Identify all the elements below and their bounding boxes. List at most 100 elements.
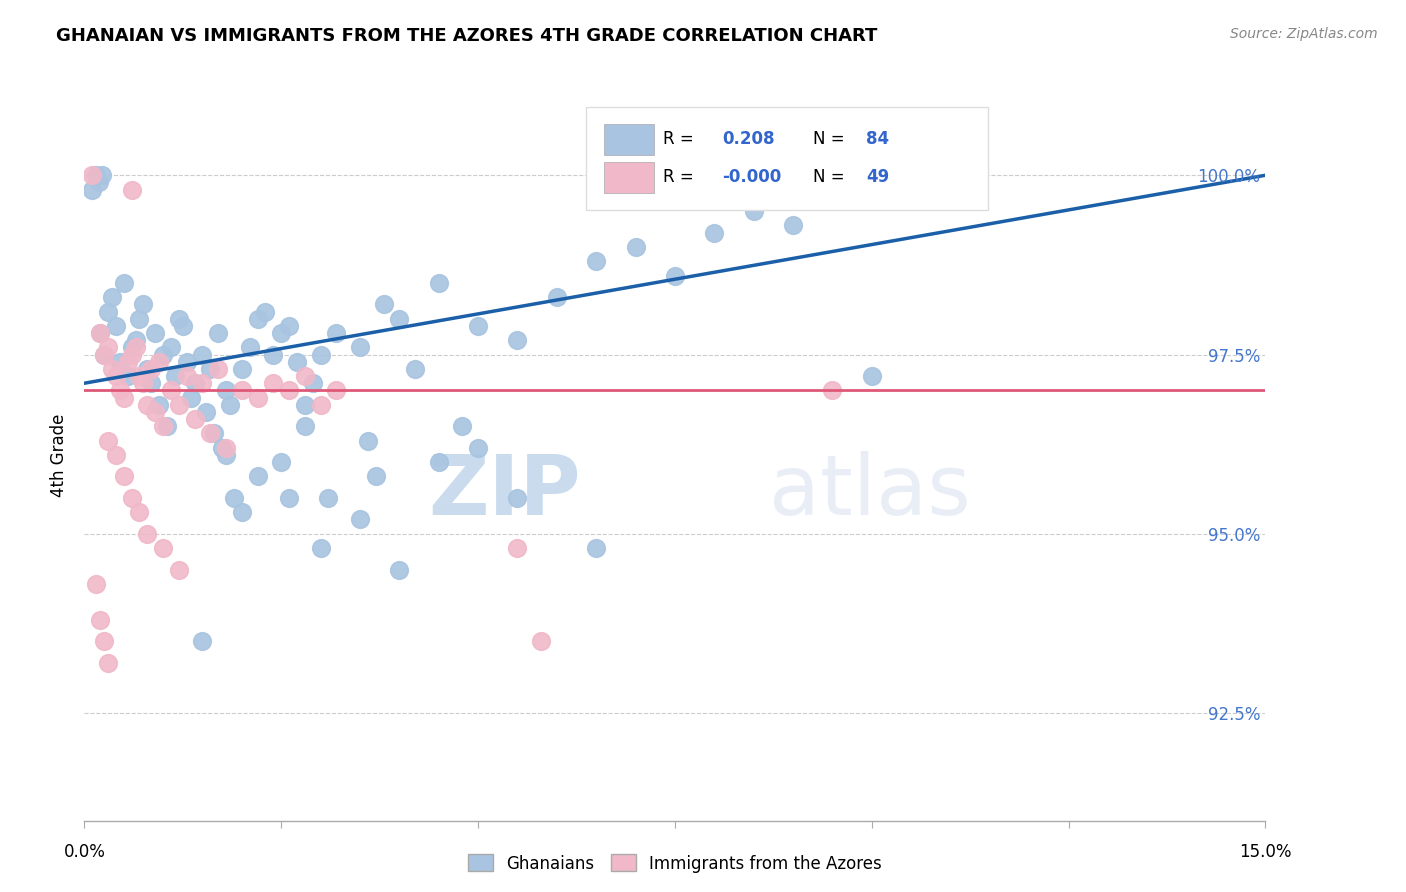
Point — [215, 384, 238, 398]
Point — [742, 204, 765, 219]
Text: N =: N = — [813, 130, 845, 148]
Point — [294, 398, 316, 412]
Point — [215, 448, 238, 462]
Point — [427, 455, 450, 469]
Point — [222, 491, 245, 505]
Point — [101, 362, 124, 376]
Text: N =: N = — [813, 168, 845, 186]
Point — [152, 541, 174, 556]
Point — [585, 541, 607, 556]
Point — [160, 384, 183, 398]
Point — [404, 362, 426, 376]
Point — [121, 340, 143, 354]
Point — [309, 541, 332, 556]
Point — [357, 434, 380, 448]
Point — [782, 219, 804, 233]
Text: atlas: atlas — [769, 451, 972, 532]
Text: 0.0%: 0.0% — [63, 843, 105, 861]
FancyBboxPatch shape — [605, 124, 654, 155]
Text: R =: R = — [664, 168, 693, 186]
Point — [117, 354, 139, 368]
Point — [191, 376, 214, 391]
FancyBboxPatch shape — [605, 162, 654, 193]
Point — [309, 347, 332, 361]
Point — [373, 297, 395, 311]
Point — [104, 448, 127, 462]
Text: 15.0%: 15.0% — [1239, 843, 1292, 861]
Point — [167, 563, 190, 577]
Text: GHANAIAN VS IMMIGRANTS FROM THE AZORES 4TH GRADE CORRELATION CHART: GHANAIAN VS IMMIGRANTS FROM THE AZORES 4… — [56, 27, 877, 45]
Text: 84: 84 — [866, 130, 890, 148]
Point — [141, 362, 163, 376]
Point — [82, 168, 104, 182]
Point — [309, 398, 332, 412]
Point — [254, 304, 277, 318]
Point — [97, 304, 120, 318]
Point — [93, 634, 115, 648]
Point — [108, 384, 131, 398]
Point — [136, 398, 159, 412]
Point — [191, 634, 214, 648]
Point — [207, 362, 229, 376]
Point — [285, 354, 308, 368]
Point — [112, 391, 135, 405]
Point — [388, 311, 411, 326]
Point — [270, 326, 292, 340]
Point — [143, 405, 166, 419]
Point — [121, 491, 143, 505]
Point — [506, 541, 529, 556]
Point — [90, 168, 112, 182]
Legend: Ghanaians, Immigrants from the Azores: Ghanaians, Immigrants from the Azores — [461, 847, 889, 880]
Point — [427, 276, 450, 290]
Point — [318, 491, 340, 505]
Point — [121, 183, 143, 197]
Point — [89, 326, 111, 340]
Point — [97, 656, 120, 670]
Point — [176, 369, 198, 384]
Point — [84, 168, 107, 182]
Point — [160, 340, 183, 354]
Point — [821, 384, 844, 398]
Text: 49: 49 — [866, 168, 890, 186]
Point — [231, 384, 253, 398]
Point — [349, 340, 371, 354]
Point — [262, 347, 284, 361]
Point — [364, 469, 387, 483]
Point — [104, 318, 127, 333]
Point — [585, 254, 607, 268]
Point — [207, 326, 229, 340]
Point — [191, 347, 214, 361]
Point — [349, 512, 371, 526]
Text: ZIP: ZIP — [427, 451, 581, 532]
Point — [262, 376, 284, 391]
Point — [136, 362, 159, 376]
Point — [860, 369, 883, 384]
Point — [215, 441, 238, 455]
Point — [132, 376, 155, 391]
Point — [388, 563, 411, 577]
Point — [202, 426, 225, 441]
Point — [128, 369, 150, 384]
Text: R =: R = — [664, 130, 693, 148]
Point — [112, 276, 135, 290]
Point — [82, 183, 104, 197]
Point — [664, 268, 686, 283]
Point — [156, 419, 179, 434]
Point — [506, 491, 529, 505]
Point — [128, 311, 150, 326]
Point — [325, 326, 347, 340]
Point — [246, 391, 269, 405]
Point — [239, 340, 262, 354]
Point — [104, 369, 127, 384]
Point — [97, 434, 120, 448]
Text: Source: ZipAtlas.com: Source: ZipAtlas.com — [1230, 27, 1378, 41]
Point — [294, 369, 316, 384]
Point — [167, 398, 190, 412]
Point — [132, 297, 155, 311]
Point — [183, 412, 205, 426]
Point — [136, 526, 159, 541]
Point — [148, 354, 170, 368]
Point — [278, 491, 301, 505]
Point — [121, 347, 143, 361]
Point — [93, 347, 115, 361]
